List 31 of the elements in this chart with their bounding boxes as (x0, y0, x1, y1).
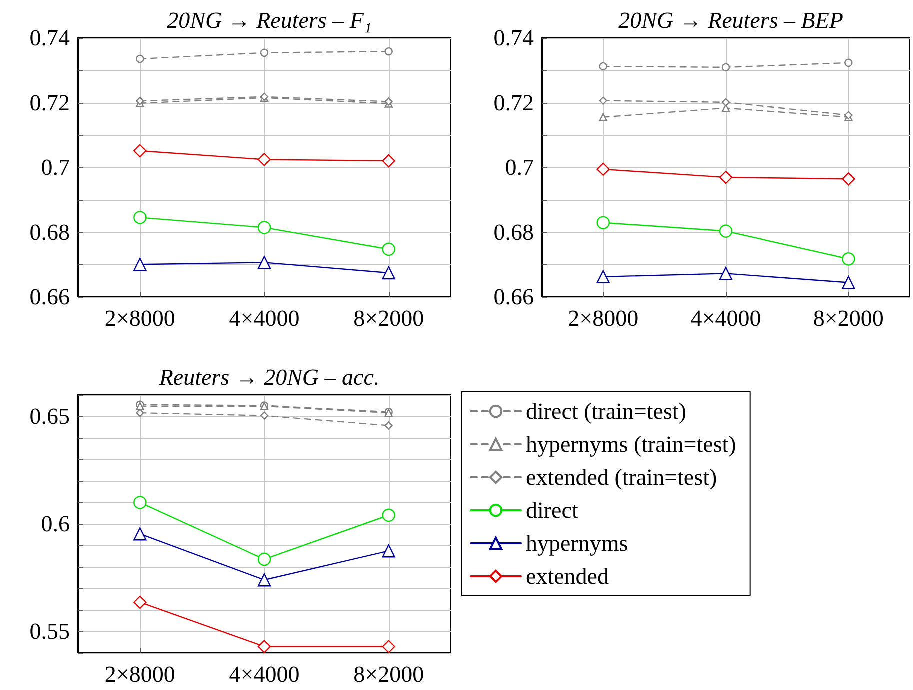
legend-label: extended (train=test) (526, 465, 718, 490)
x-tick-label: 2×8000 (568, 306, 639, 331)
x-tick-label: 4×4000 (229, 662, 300, 687)
x-tick-label: 2×8000 (104, 662, 176, 687)
y-tick-label: 0.6 (41, 512, 70, 536)
x-tick-label: 8×2000 (354, 306, 424, 331)
x-tick-label: 4×4000 (690, 306, 762, 331)
y-tick-label: 0.74 (494, 26, 534, 50)
x-tick-label: 8×2000 (354, 662, 424, 687)
x-tick-label: 4×4000 (229, 306, 300, 331)
legend-label: extended (526, 564, 610, 589)
y-tick-label: 0.66 (494, 284, 534, 310)
y-tick-label: 0.65 (30, 404, 70, 429)
chart-title: 20NG → Reuters – BEP (618, 8, 844, 33)
y-tick-label: 0.74 (30, 26, 70, 50)
y-tick-label: 0.72 (494, 90, 534, 116)
y-tick-label: 0.72 (30, 90, 70, 116)
x-tick-label: 8×2000 (813, 306, 884, 331)
legend-label: hypernyms (526, 531, 628, 556)
y-tick-label: 0.66 (30, 284, 70, 310)
legend-label: direct (526, 498, 579, 523)
chart-title: 20NG → Reuters – F₁ (167, 8, 372, 33)
y-tick-label: 0.68 (30, 220, 70, 245)
y-tick-label: 0.7 (505, 155, 534, 180)
legend-label: direct (train=test) (526, 399, 686, 424)
legend-label: hypernyms (train=test) (526, 432, 736, 457)
y-tick-label: 0.68 (494, 220, 534, 245)
chart-title: Reuters → 20NG – acc. (158, 365, 380, 390)
x-tick-label: 2×8000 (104, 306, 176, 331)
y-tick-label: 0.7 (41, 155, 70, 180)
y-tick-label: 0.55 (30, 619, 70, 644)
